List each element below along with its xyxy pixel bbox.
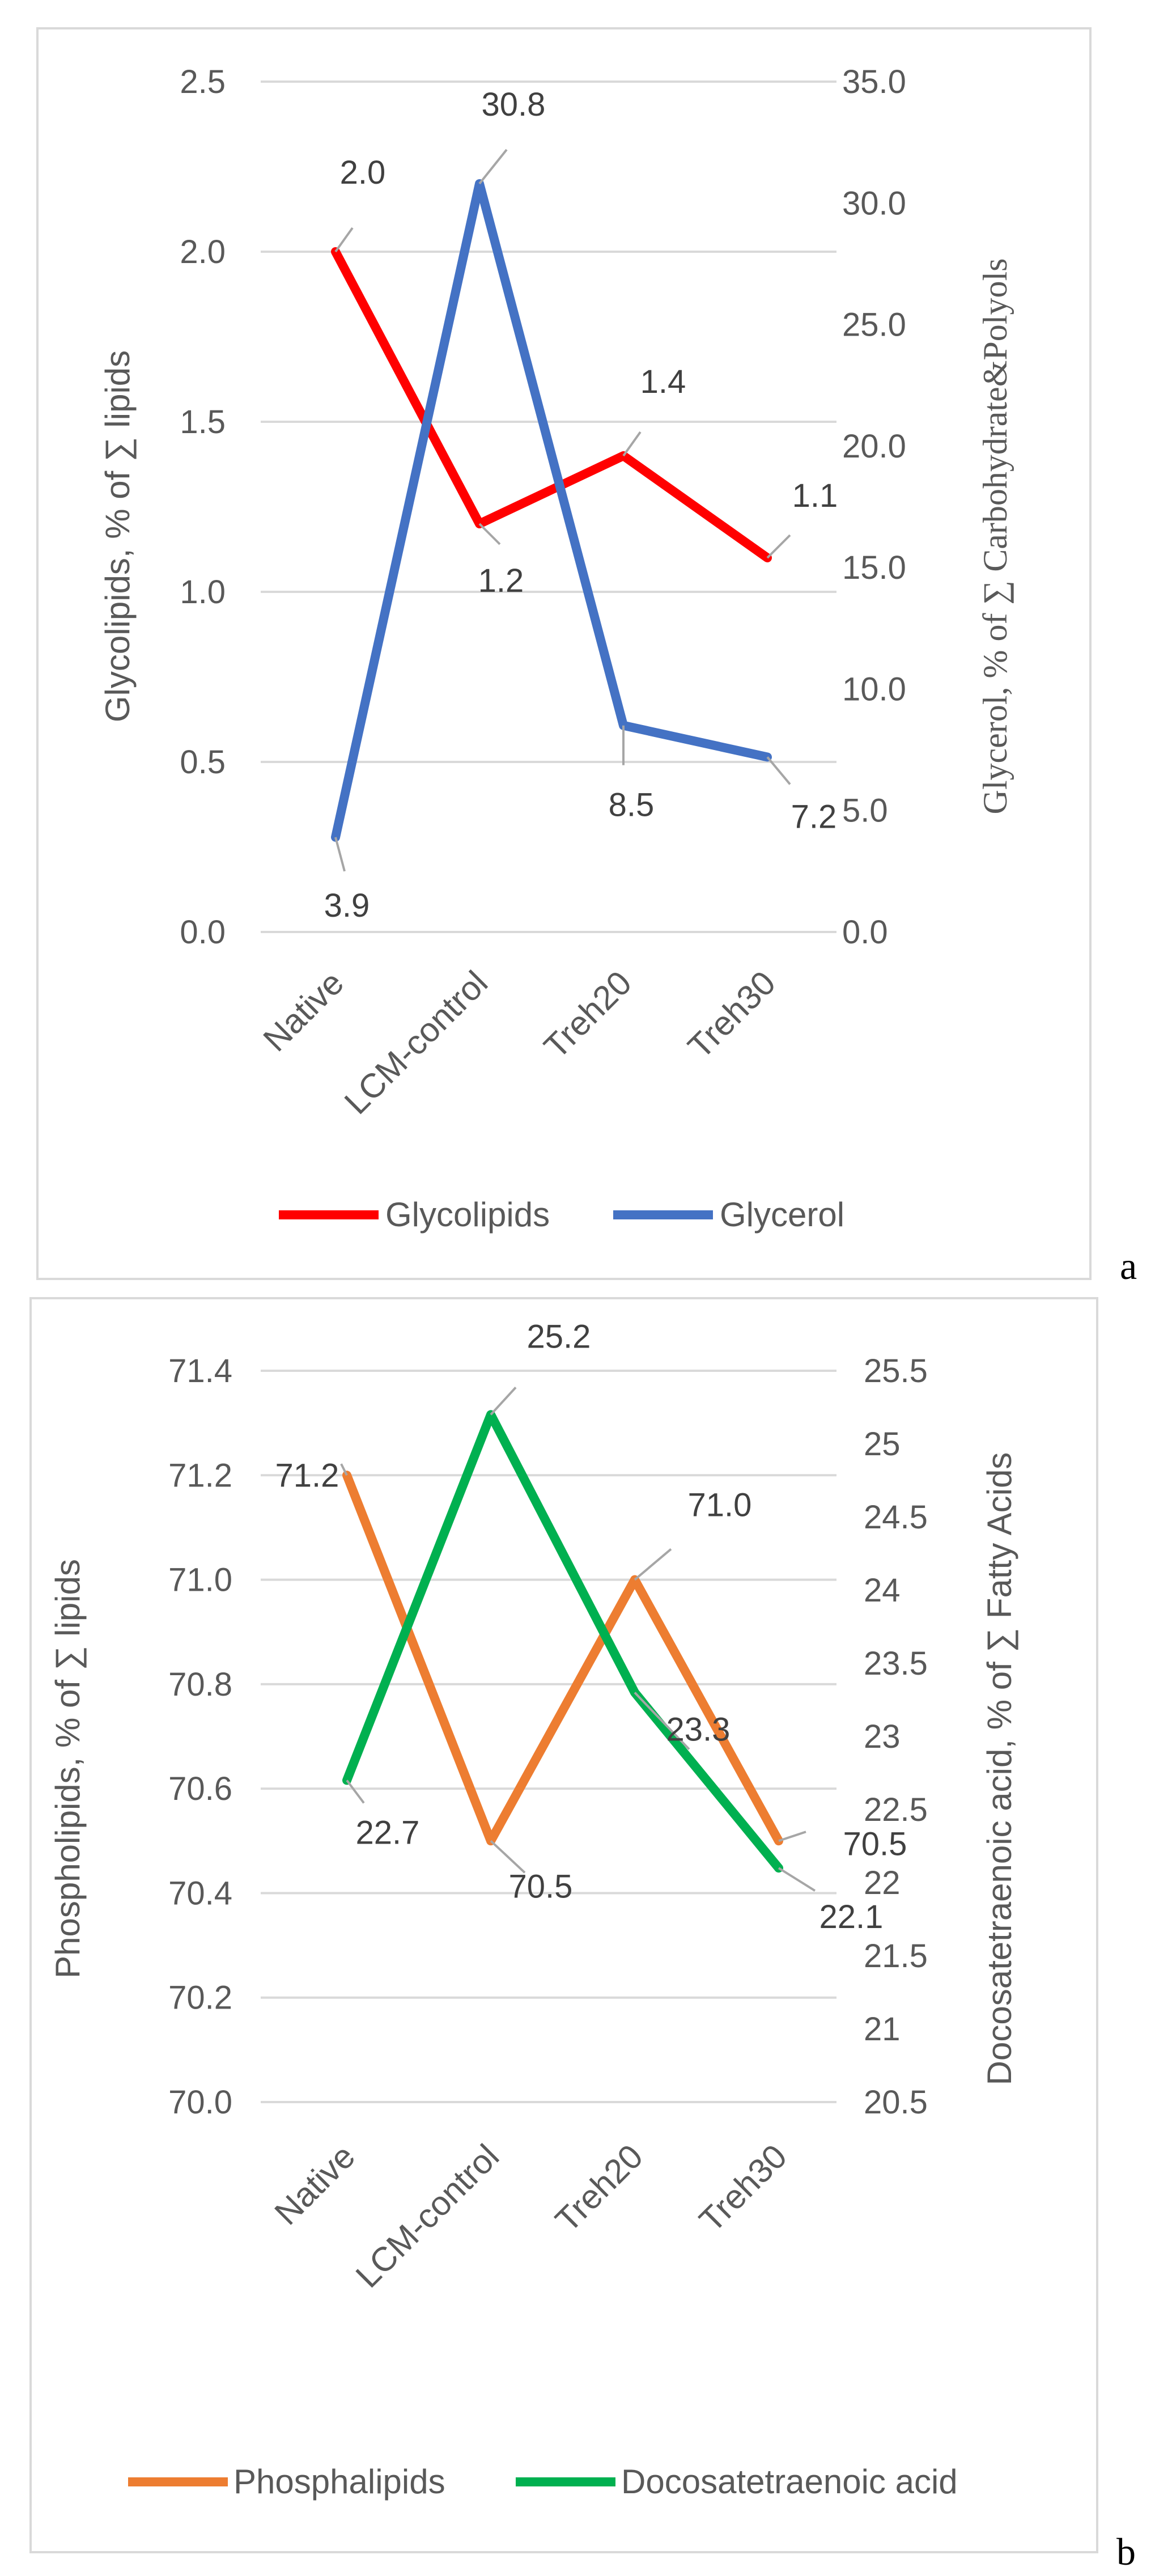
chart-b-left-ticks: 70.0 70.2 70.4 70.6 70.8 71.0 71.2 71.4: [168, 1353, 232, 2121]
chart-b-right-tick-label: 23: [864, 1718, 901, 1755]
chart-b-leader-lines: [340, 1387, 816, 1892]
chart-b-right-tick-label: 21: [864, 2011, 901, 2048]
chart-b-right-tick-label: 20.5: [864, 2084, 928, 2121]
chart-b-leader-line: [346, 1780, 365, 1804]
chart-a-left-tick-label: 2.0: [180, 234, 226, 270]
chart-a-data-label: 1.1: [792, 477, 838, 514]
chart-b-right-ticks: 20.5 21 21.5 22 22.5 23 23.5 24 24.5 25 25.5: [864, 1353, 928, 2121]
chart-b-right-tick-label: 21.5: [864, 1938, 928, 1975]
chart-b-left-tick-label: 70.0: [168, 2084, 232, 2121]
chart-a-data-label: 3.9: [324, 887, 370, 924]
chart-a-series: [331, 179, 772, 842]
chart-b-left-tick-label: 70.8: [168, 1666, 232, 1703]
chart-b-series-phosphalipids-line: [342, 1471, 783, 1846]
chart-a-leader-line: [622, 431, 642, 457]
chart-b-left-tick-label: 70.6: [168, 1770, 232, 1807]
chart-b-right-tick-label: 22: [864, 1865, 901, 1901]
chart-a-right-ticks: 0.0 5.0 10.0 15.0 20.0 25.0 30.0 35.0: [842, 63, 906, 951]
chart-a-data-label: 1.4: [640, 363, 686, 400]
chart-a-left-tick-label: 1.0: [180, 574, 226, 611]
chart-a-right-tick-label: 15.0: [842, 549, 906, 586]
chart-a-data-label: 7.2: [791, 798, 837, 835]
chart-b-left-tick-label: 71.2: [168, 1457, 232, 1494]
chart-b-leader-line: [634, 1548, 672, 1581]
chart-b-right-tick-label: 23.5: [864, 1645, 928, 1682]
chart-b-data-label: 22.1: [819, 1899, 884, 1935]
chart-b-leader-line: [634, 1692, 690, 1750]
chart-a-left-tick-label: 0.0: [180, 914, 226, 951]
chart-b-leader-line: [490, 1840, 526, 1874]
chart-a-leader-line: [478, 149, 508, 185]
chart-b-leader-line: [778, 1831, 806, 1842]
panel-label-a: a: [1120, 1244, 1137, 1287]
chart-b-right-tick-label: 24.5: [864, 1499, 928, 1536]
chart-a-left-axis-title: Glycolipids, % of ∑ lipids: [99, 350, 137, 722]
panel-label-b: b: [1116, 2530, 1136, 2573]
chart-b-right-tick-label: 25.5: [864, 1353, 928, 1389]
chart-a-data-label: 8.5: [609, 787, 655, 824]
chart-a-data-labels: 2.0 1.2 1.4 1.1 3.9 30.8 8.5 7.2: [324, 86, 838, 924]
chart-a-left-ticks: 0.0 0.5 1.0 1.5 2.0 2.5: [180, 63, 226, 951]
chart-a-right-tick-label: 10.0: [842, 671, 906, 707]
chart-a-series-glycerol-line: [331, 179, 772, 842]
legend-glycerol-label: Glycerol: [720, 1196, 844, 1234]
chart-b-border: [29, 1297, 1098, 2553]
chart-b-legend: Phosphalipids Docosatetraenoic acid: [128, 2463, 958, 2501]
chart-b-left-tick-label: 70.4: [168, 1875, 232, 1912]
chart-b-right-tick-label: 22.5: [864, 1791, 928, 1828]
legend-docosatetraenoic-label: Docosatetraenoic acid: [621, 2463, 958, 2501]
chart-b-data-label: 71.2: [275, 1457, 339, 1494]
chart-b-left-tick-label: 71.0: [168, 1562, 232, 1599]
chart-a-left-tick-label: 2.5: [180, 63, 226, 100]
chart-b: 70.070.270.470.670.871.071.271.4 20.5212…: [29, 1297, 1098, 2553]
chart-b-series-docosatetraenoic-acid-line: [342, 1410, 783, 1873]
chart-b-right-tick-label: 24: [864, 1572, 901, 1609]
chart-a-series-glycolipids-line: [331, 247, 772, 562]
chart-a-left-tick-label: 1.5: [180, 404, 226, 440]
chart-a-leader-line: [334, 837, 346, 872]
chart-b-data-label: 22.7: [356, 1814, 420, 1851]
chart-a-leader-line: [766, 756, 791, 785]
legend-glycolipids-label: Glycolipids: [385, 1196, 550, 1234]
chart-a-right-tick-label: 20.0: [842, 428, 906, 465]
chart-b-data-label: 71.0: [688, 1487, 752, 1524]
chart-b-right-axis-title: Docosatetraenoic acid, % of ∑ Fatty Acid…: [980, 1452, 1018, 2086]
chart-a-right-tick-label: 35.0: [842, 63, 906, 100]
chart-b-gridlines: [261, 1370, 836, 2103]
chart-b-data-label: 23.3: [666, 1711, 731, 1748]
chart-b-right-tick-label: 25: [864, 1426, 901, 1463]
chart-b-series: [342, 1410, 783, 1873]
chart-b-data-label: 25.2: [527, 1318, 591, 1355]
legend-phospholipids-label: Phosphalipids: [233, 2463, 445, 2501]
chart-a-leader-lines: [334, 149, 791, 872]
chart-b-leader-line: [490, 1387, 517, 1416]
chart-b-data-label: 70.5: [843, 1825, 907, 1862]
chart-a-leader-line: [334, 227, 354, 253]
chart-b-leader-line: [340, 1463, 348, 1476]
chart-b-left-tick-label: 70.2: [168, 1980, 232, 2016]
chart-a-leader-line: [478, 523, 501, 545]
chart-a-data-label: 2.0: [340, 154, 386, 191]
chart-a-left-tick-label: 0.5: [180, 744, 226, 781]
chart-a-data-label: 30.8: [482, 86, 546, 123]
chart-a-leader-line: [766, 534, 791, 559]
chart-a: 0.0 0.5 1.0 1.5 2.0 2.5 0.0 5.0 10.0 15.0 20.0 25.…: [36, 27, 1092, 1280]
chart-a-right-tick-label: 5.0: [842, 793, 888, 829]
chart-b-data-label: 70.5: [509, 1868, 573, 1905]
chart-a-data-label: 1.2: [478, 562, 524, 599]
chart-b-left-axis-title: Phospholipids, % of ∑ lipids: [49, 1559, 87, 1978]
chart-b-left-tick-label: 71.4: [168, 1353, 232, 1389]
chart-a-right-tick-label: 25.0: [842, 307, 906, 344]
chart-a-right-axis-title: Glycerol, % of ∑ Carbohydrate&Polyols: [976, 259, 1014, 815]
chart-a-right-tick-label: 30.0: [842, 185, 906, 222]
chart-a-right-tick-label: 0.0: [842, 914, 888, 951]
chart-a-border: [36, 27, 1092, 1280]
chart-b-data-labels: 71.2 70.5 71.0 70.5 22.7 25.2 23.3 22.1: [275, 1318, 907, 1935]
chart-b-leader-line: [778, 1867, 816, 1892]
chart-a-legend: Glycolipids Glycerol: [279, 1196, 844, 1234]
